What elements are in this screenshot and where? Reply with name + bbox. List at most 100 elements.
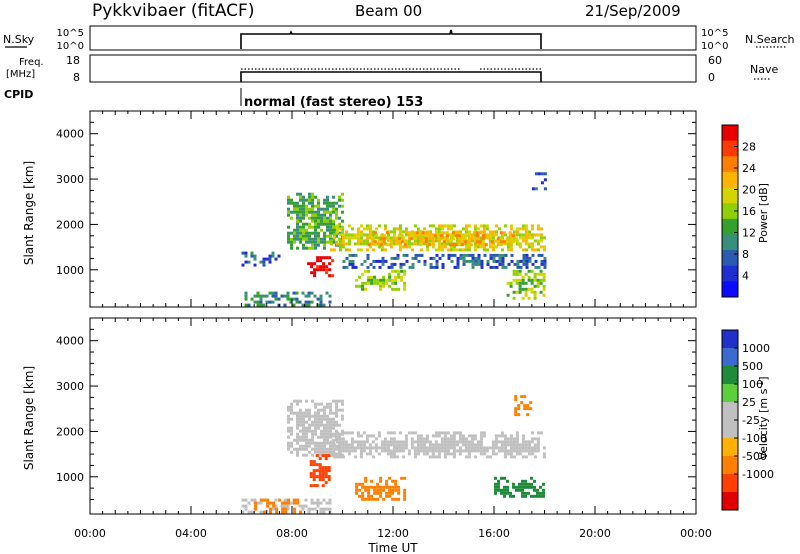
- heatmap-cell: [382, 240, 386, 244]
- heatmap-cell: [321, 472, 325, 476]
- heatmap-cell: [326, 423, 329, 427]
- heatmap-cell: [521, 275, 525, 279]
- heatmap-cell: [509, 434, 513, 438]
- heatmap-cell: [386, 239, 390, 243]
- heatmap-cell: [326, 429, 329, 433]
- heatmap-cell: [301, 507, 305, 511]
- heatmap-cell: [449, 446, 453, 450]
- heatmap-cell: [329, 222, 332, 226]
- heatmap-cell: [500, 449, 504, 453]
- heatmap-cell: [311, 438, 314, 442]
- heatmap-cell: [335, 227, 339, 231]
- heatmap-cell: [316, 256, 320, 260]
- heatmap-cell: [329, 444, 332, 448]
- heatmap-cell: [287, 234, 290, 238]
- heatmap-cell: [322, 256, 326, 260]
- heatmap-cell: [321, 484, 325, 488]
- heatmap-cell: [542, 245, 546, 249]
- heatmap-cell: [376, 488, 380, 492]
- heatmap-cell: [510, 259, 514, 263]
- heatmap-cell: [385, 281, 389, 285]
- heatmap-cell: [520, 401, 524, 405]
- heatmap-cell: [274, 294, 278, 298]
- heatmap-cell: [461, 443, 465, 447]
- heatmap-cell: [534, 187, 538, 191]
- heatmap-cell: [442, 243, 446, 247]
- heatmap-cell: [281, 501, 285, 505]
- heatmap-cell: [392, 446, 396, 450]
- heatmap-cell: [274, 297, 278, 301]
- heatmap-cell: [521, 482, 524, 486]
- heatmap-cell: [244, 294, 248, 298]
- heatmap-cell: [341, 239, 345, 243]
- heatmap-cell: [299, 225, 302, 229]
- freq-tick-bottom: 8: [73, 71, 80, 84]
- heatmap-cell: [289, 300, 293, 304]
- heatmap-cell: [431, 233, 435, 237]
- heatmap-cell: [467, 446, 471, 450]
- heatmap-cell: [367, 281, 371, 285]
- power-colorbar-tick-label: 8: [742, 248, 749, 261]
- heatmap-cell: [461, 233, 465, 237]
- heatmap-cell: [516, 262, 520, 266]
- heatmap-cell: [403, 240, 407, 244]
- heatmap-cell: [524, 281, 528, 285]
- heatmap-cell: [494, 485, 497, 489]
- heatmap-cell: [521, 434, 525, 438]
- heatmap-cell: [512, 449, 516, 453]
- power-colorbar-segment: [722, 156, 738, 173]
- heatmap-cell: [355, 278, 359, 282]
- heatmap-cell: [473, 242, 477, 246]
- heatmap-cell: [518, 284, 522, 288]
- heatmap-cell: [425, 242, 429, 246]
- heatmap-cell: [325, 268, 329, 272]
- heatmap-cell: [320, 429, 323, 433]
- heatmap-cell: [338, 233, 342, 237]
- heatmap-cell: [308, 234, 311, 238]
- heatmap-cell: [311, 240, 314, 244]
- heatmap-cell: [527, 278, 531, 282]
- heatmap-cell: [326, 222, 329, 226]
- heatmap-cell: [287, 417, 290, 421]
- heatmap-cell: [413, 449, 417, 453]
- heatmap-cell: [370, 278, 374, 282]
- heatmap-cell: [536, 227, 540, 231]
- heatmap-cell: [374, 443, 378, 447]
- heatmap-cell: [383, 446, 387, 450]
- heatmap-cell: [494, 233, 498, 237]
- heatmap-cell: [542, 494, 545, 498]
- heatmap-cell: [508, 234, 512, 238]
- heatmap-cell: [507, 262, 511, 266]
- heatmap-cell: [521, 248, 525, 252]
- heatmap-cell: [540, 259, 544, 263]
- velocity-colorbar-segment: [722, 330, 738, 349]
- heatmap-cell: [515, 239, 519, 243]
- x-axis-label: Time UT: [367, 541, 418, 554]
- heatmap-cell: [324, 466, 328, 470]
- heatmap-cell: [305, 240, 308, 244]
- power-colorbar-tick-label: 16: [742, 205, 756, 218]
- heatmap-cell: [539, 290, 543, 294]
- heatmap-cell: [318, 475, 322, 479]
- heatmap-cell: [314, 240, 317, 244]
- heatmap-cell: [359, 449, 363, 453]
- heatmap-cell: [338, 195, 341, 199]
- heatmap-cell: [498, 253, 502, 257]
- heatmap-cell: [500, 248, 504, 252]
- heatmap-cell: [314, 234, 317, 238]
- heatmap-cell: [299, 417, 302, 421]
- heatmap-cell: [256, 300, 260, 304]
- heatmap-cell: [325, 501, 329, 505]
- heatmap-cell: [424, 240, 428, 244]
- heatmap-cell: [533, 443, 537, 447]
- power-colorbar-segment: [722, 125, 738, 142]
- heatmap-cell: [394, 269, 398, 273]
- heatmap-cell: [302, 246, 305, 250]
- x-tick-label: 12:00: [377, 527, 409, 540]
- heatmap-cell: [446, 431, 450, 435]
- heatmap-cell: [320, 213, 323, 217]
- heatmap-cell: [364, 497, 368, 501]
- heatmap-cell: [301, 303, 305, 307]
- heatmap-cell: [318, 478, 322, 482]
- heatmap-cell: [434, 449, 438, 453]
